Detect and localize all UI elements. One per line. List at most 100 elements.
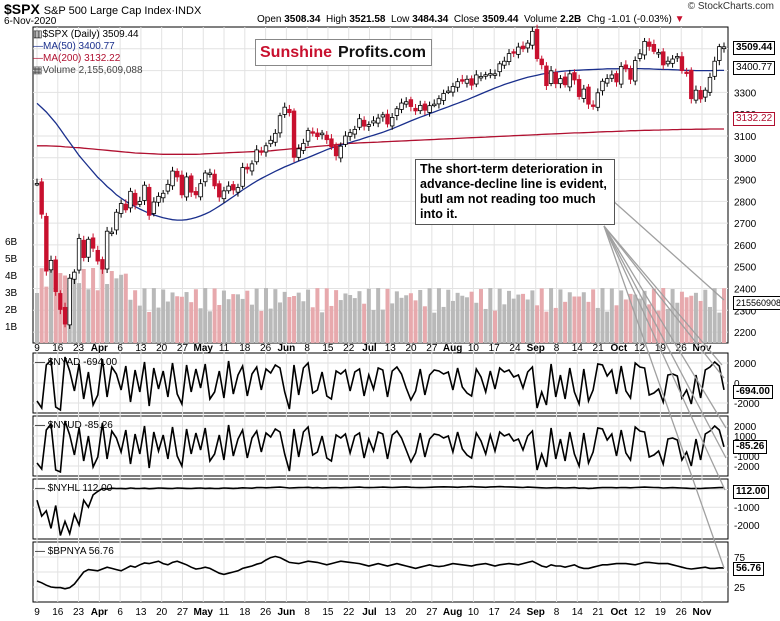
candle-body	[413, 107, 418, 112]
indicator-line-4	[36, 555, 725, 590]
volume-bar	[418, 289, 423, 343]
candle-body	[347, 132, 353, 137]
candle-body	[76, 237, 82, 271]
candle-body	[193, 191, 199, 196]
open-value: 3508.34	[284, 14, 321, 25]
logo-part1: Sunshine	[256, 43, 336, 62]
x-tick-label-bottom: Sep	[527, 607, 545, 618]
x-tick-label: 10	[468, 343, 480, 354]
x-tick-label-bottom: Oct	[611, 607, 628, 618]
x-tick-label: 27	[426, 343, 438, 354]
tag-nyhl: 112.00	[733, 485, 770, 499]
candle-body	[263, 145, 269, 153]
volume-tick-label: 2B	[5, 305, 18, 316]
candle-body	[432, 103, 437, 107]
volume-bar	[563, 301, 568, 343]
x-tick-label: 6	[117, 343, 123, 354]
price-tick-label: 2600	[734, 241, 757, 252]
volume-bar	[497, 288, 502, 343]
candle-body	[226, 185, 231, 192]
volume-bar	[581, 292, 586, 343]
volume-bar	[413, 300, 418, 343]
chart-date: 6-Nov-2020	[4, 16, 57, 27]
candle-body	[34, 183, 40, 186]
volume-bar	[231, 294, 236, 343]
candle-body	[506, 53, 512, 63]
candle-body	[562, 76, 568, 86]
volume-bar	[493, 310, 497, 343]
price-tick-label: 2500	[734, 263, 757, 274]
volume-bar	[95, 290, 100, 343]
candle-body	[483, 74, 488, 77]
volume-bar	[371, 309, 376, 343]
indicator-tick-label: -2000	[734, 399, 760, 410]
candle-body	[81, 239, 86, 258]
candle-body	[628, 68, 633, 80]
volume-bar	[469, 291, 474, 343]
volume-bar	[278, 302, 283, 343]
volume-bar	[161, 289, 166, 343]
x-tick-label: 11	[219, 343, 230, 354]
volume-tick-label: 6B	[5, 237, 18, 248]
indicator-tick-label: 2000	[734, 422, 757, 433]
volume-bar	[595, 307, 600, 343]
price-tick-label: 3300	[734, 88, 757, 99]
volume-bar	[91, 268, 96, 343]
volume-bar	[287, 297, 292, 343]
volume-bar	[175, 296, 180, 343]
candle-body	[464, 78, 470, 84]
candle-body	[333, 145, 339, 157]
tag-bpnya: 56.76	[733, 562, 765, 576]
volume-bar	[623, 299, 628, 343]
candle-body	[707, 76, 713, 93]
candle-body	[474, 74, 479, 85]
close-label: Close	[453, 14, 480, 25]
volume-bar	[633, 294, 638, 343]
volume-bar	[306, 289, 311, 343]
candle-body	[600, 80, 605, 92]
candle-body	[301, 142, 306, 151]
x-tick-label-bottom: Jul	[362, 607, 377, 618]
candle-body	[212, 173, 217, 187]
volume-bar	[642, 290, 647, 343]
volume-bar	[525, 299, 530, 343]
candle-body	[520, 45, 526, 50]
volume-bar	[544, 311, 549, 343]
volume-bar	[390, 303, 395, 343]
ma200-line	[37, 128, 724, 155]
bpnya-label: — $BPNYA 56.76	[35, 546, 114, 557]
volume-bar	[315, 288, 320, 343]
candle-body	[450, 86, 456, 93]
indicator-tick-label: -2000	[734, 521, 760, 532]
x-tick-label: 9	[34, 343, 40, 354]
x-tick-label-bottom: 22	[343, 607, 355, 618]
volume-label: Volume	[523, 14, 558, 25]
volume-bar	[366, 288, 371, 343]
volume-bar	[376, 288, 381, 343]
volume-bar	[703, 289, 708, 343]
candle-body	[315, 132, 320, 138]
copyright[interactable]: © StockCharts.com	[687, 1, 774, 12]
volume-bar	[511, 298, 516, 343]
volume-tick-label: 3B	[5, 288, 18, 299]
candle-body	[240, 167, 245, 187]
indicator-tick-label: 0	[734, 379, 740, 390]
candle-body	[123, 203, 128, 211]
volume-bar	[310, 307, 315, 343]
candle-body	[576, 79, 582, 97]
volume-bar	[105, 284, 110, 343]
x-tick-label-bottom: Apr	[91, 607, 108, 618]
candle-body	[142, 184, 147, 201]
x-tick-label-bottom: 26	[260, 607, 272, 618]
x-tick-label-bottom: Jun	[277, 607, 295, 618]
x-tick-label-bottom: May	[194, 607, 214, 618]
x-tick-label: Apr	[91, 343, 108, 354]
volume-bar	[464, 297, 469, 343]
candle-body	[427, 105, 432, 113]
volume-bar	[614, 305, 619, 343]
volume-bar	[343, 293, 348, 343]
volume-bar	[637, 298, 642, 343]
x-tick-label: Jul	[362, 343, 377, 354]
candle-body	[586, 86, 591, 105]
volume-bar	[254, 288, 259, 343]
